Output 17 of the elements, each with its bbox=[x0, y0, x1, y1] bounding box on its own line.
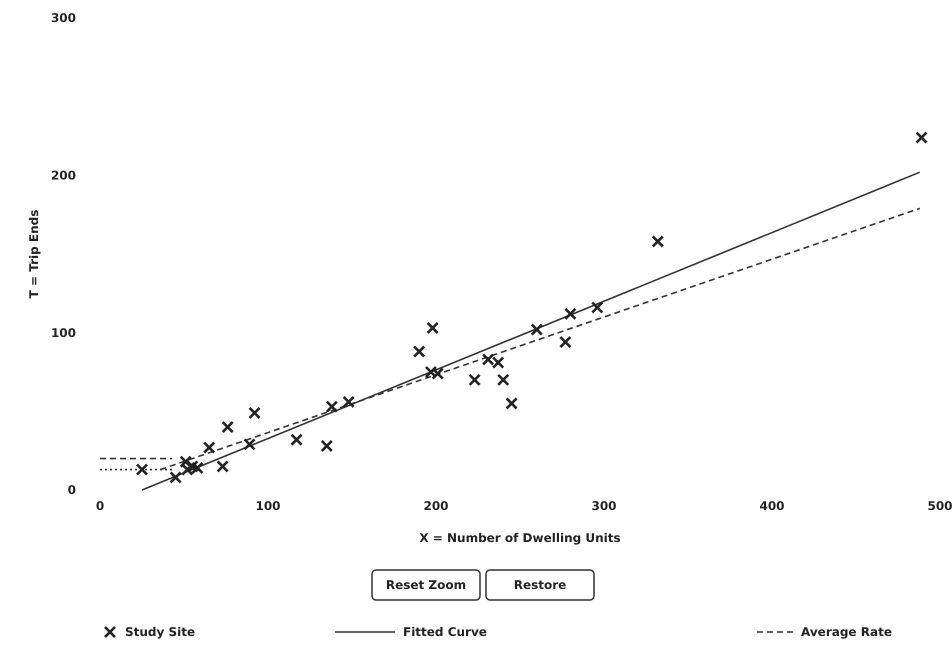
x-tick-label: 500 bbox=[927, 499, 952, 513]
x-tick-label: 300 bbox=[591, 499, 617, 513]
x-tick-label: 200 bbox=[423, 499, 449, 513]
x-tick-label: 100 bbox=[255, 499, 281, 513]
legend-label: Fitted Curve bbox=[403, 625, 487, 640]
button: Restore bbox=[485, 569, 595, 601]
y-axis-title: T = Trip Ends bbox=[27, 210, 41, 298]
legend-label: Study Site bbox=[125, 625, 196, 640]
x-axis-title: X = Number of Dwelling Units bbox=[419, 531, 621, 545]
legend-label: Average Rate bbox=[801, 625, 892, 640]
button: Reset Zoom bbox=[371, 569, 481, 601]
y-tick-label: 100 bbox=[50, 326, 76, 340]
x-tick-label: 400 bbox=[759, 499, 785, 513]
y-tick-label: 300 bbox=[50, 11, 76, 26]
y-tick-label: 200 bbox=[50, 168, 76, 183]
y-tick-label: 0 bbox=[68, 483, 76, 498]
x-tick-label: 0 bbox=[96, 499, 104, 513]
